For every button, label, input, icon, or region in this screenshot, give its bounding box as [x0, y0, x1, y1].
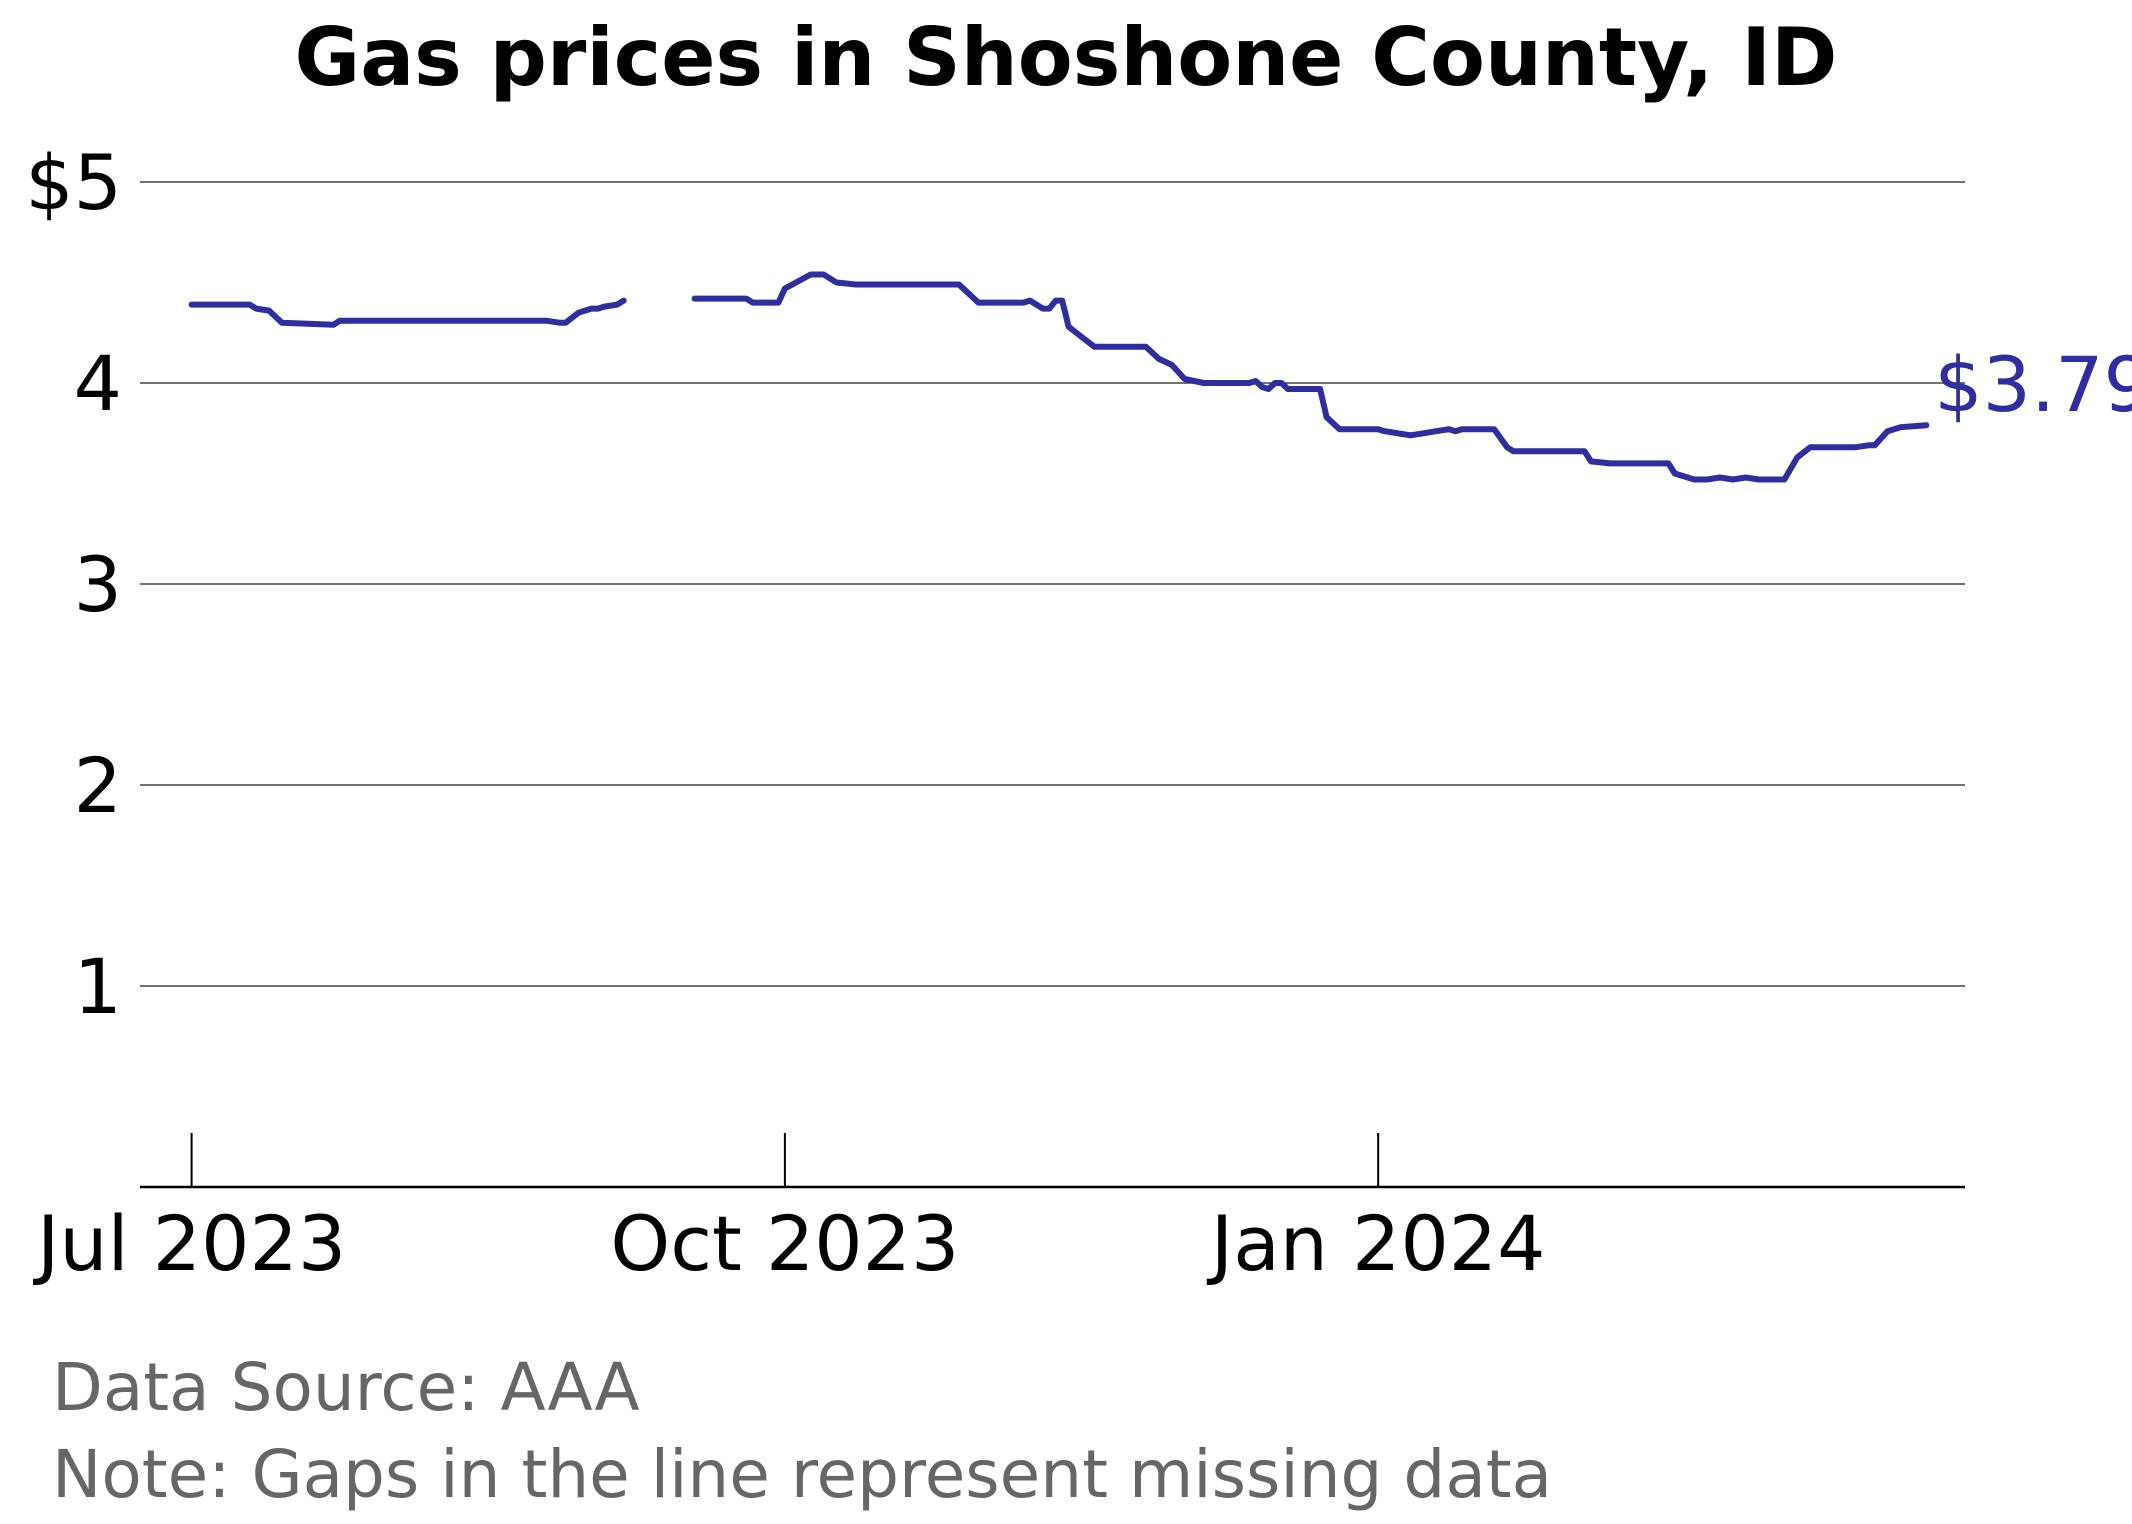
y-tick-label: 4: [74, 339, 122, 428]
x-tick-label: Jan 2024: [1207, 1199, 1546, 1288]
y-tick-label: 2: [74, 741, 122, 830]
series-line-segment: [691, 271, 1930, 483]
gaps-note: Note: Gaps in the line represent missing…: [52, 1436, 1552, 1513]
series-line-segment: [188, 297, 627, 328]
series: [188, 271, 1930, 483]
grid: [140, 181, 1965, 987]
chart-title: Gas prices in Shoshone County, ID: [295, 11, 1838, 104]
y-tick-label: $5: [25, 138, 122, 227]
x-tick-label: Oct 2023: [610, 1199, 959, 1288]
y-axis: $5 4 3 2 1: [25, 138, 122, 1031]
x-axis: Jul 2023 Oct 2023 Jan 2024: [33, 1133, 1965, 1288]
y-tick-label: 1: [74, 942, 122, 1031]
y-tick-label: 3: [74, 540, 122, 629]
data-source-note: Data Source: AAA: [52, 1349, 640, 1426]
last-value-label: $3.79: [1934, 340, 2132, 429]
x-tick-label: Jul 2023: [33, 1199, 346, 1288]
